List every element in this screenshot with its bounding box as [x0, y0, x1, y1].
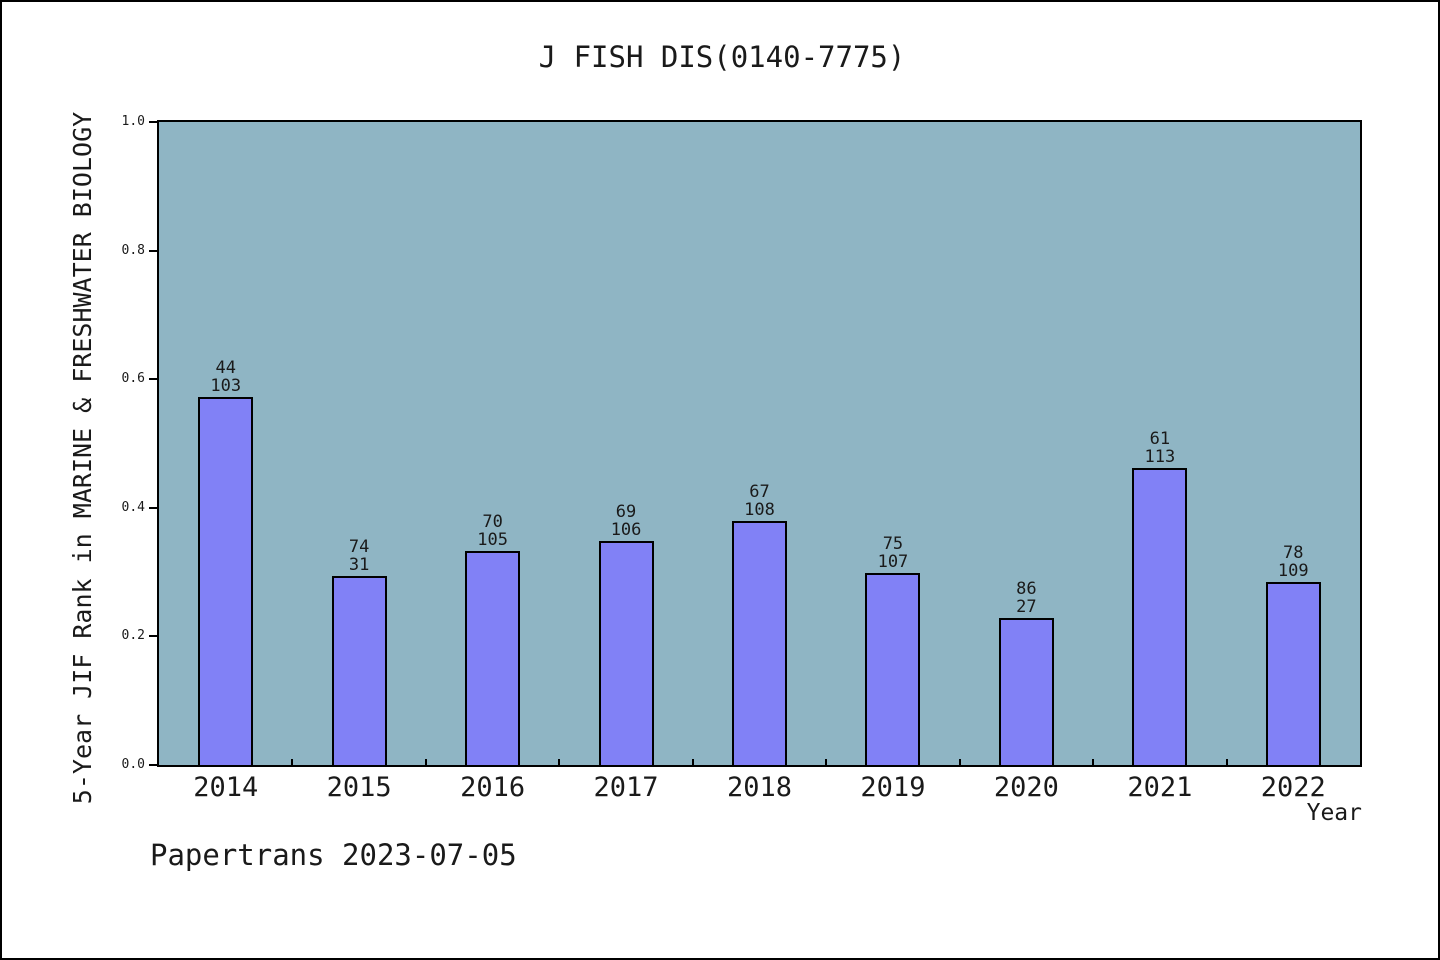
- x-minor-tick: [825, 759, 827, 765]
- y-tick-mark: [149, 378, 157, 380]
- y-tick-label-1.0: 1.0: [121, 114, 145, 129]
- y-tick-mark: [149, 764, 157, 766]
- x-minor-tick: [959, 759, 961, 765]
- bar-value-label-2021: 61 113: [1144, 429, 1176, 467]
- x-tick-label-2016: 2016: [460, 772, 526, 803]
- x-axis-tick-labels: 2014 2015 2016 2017 2018 2019 2020 2021 2022: [159, 772, 1360, 808]
- x-minor-tick: [291, 759, 293, 765]
- x-tick-label-2014: 2014: [193, 772, 259, 803]
- bar-2016: [465, 551, 521, 765]
- x-minor-tick: [1226, 759, 1228, 765]
- y-tick-mark: [149, 121, 157, 123]
- x-tick-label-2018: 2018: [726, 772, 793, 803]
- bar-2018: [732, 521, 787, 765]
- plot-area: 44 103 74 31 70 105 69 106 67 108 75 107 86 27…: [157, 120, 1362, 767]
- bar-value-label-2022: 78 109: [1277, 543, 1309, 581]
- y-tick-label-0.6: 0.6: [121, 371, 145, 386]
- bar-value-label-2014: 44 103: [210, 358, 242, 396]
- bar-value-label-2015: 74 31: [348, 537, 370, 575]
- y-tick-label-0.2: 0.2: [121, 628, 145, 643]
- y-axis-label: 5-Year JIF Rank in MARINE & FRESHWATER B…: [68, 111, 97, 805]
- x-minor-tick: [692, 759, 694, 765]
- bar-2014: [198, 397, 254, 765]
- x-minor-tick: [1092, 759, 1094, 765]
- bar-value-label-2020: 86 27: [1016, 579, 1037, 617]
- x-tick-label-2017: 2017: [593, 772, 659, 803]
- bar-2022: [1265, 582, 1321, 765]
- y-tick-label-0.0: 0.0: [121, 757, 145, 772]
- bar-2017: [598, 541, 654, 765]
- x-minor-tick: [558, 759, 560, 765]
- y-tick-label-0.4: 0.4: [121, 500, 145, 515]
- bar-2019: [865, 573, 921, 765]
- x-tick-label-2020: 2020: [993, 772, 1059, 803]
- y-tick-mark: [149, 250, 157, 252]
- x-axis-label: Year: [1306, 800, 1362, 826]
- bar-value-label-2018: 67 108: [744, 482, 775, 520]
- bar-value-label-2019: 75 107: [877, 534, 909, 572]
- x-tick-label-2015: 2015: [326, 772, 392, 803]
- y-tick-mark: [149, 507, 157, 509]
- x-tick-label-2022: 2022: [1260, 772, 1326, 803]
- y-tick-mark: [149, 635, 157, 637]
- footer-watermark: Papertrans 2023-07-05: [150, 838, 517, 872]
- x-tick-label-2021: 2021: [1127, 772, 1193, 803]
- chart-title: J FISH DIS(0140-7775): [538, 40, 906, 74]
- bar-value-label-2016: 70 105: [477, 512, 508, 550]
- bar-2020: [998, 618, 1054, 765]
- bar-value-label-2017: 69 106: [610, 502, 642, 540]
- y-tick-label-0.8: 0.8: [121, 243, 145, 258]
- x-tick-label-2019: 2019: [860, 772, 926, 803]
- bar-2021: [1132, 468, 1188, 765]
- x-minor-tick: [425, 759, 427, 765]
- bar-2015: [331, 576, 387, 765]
